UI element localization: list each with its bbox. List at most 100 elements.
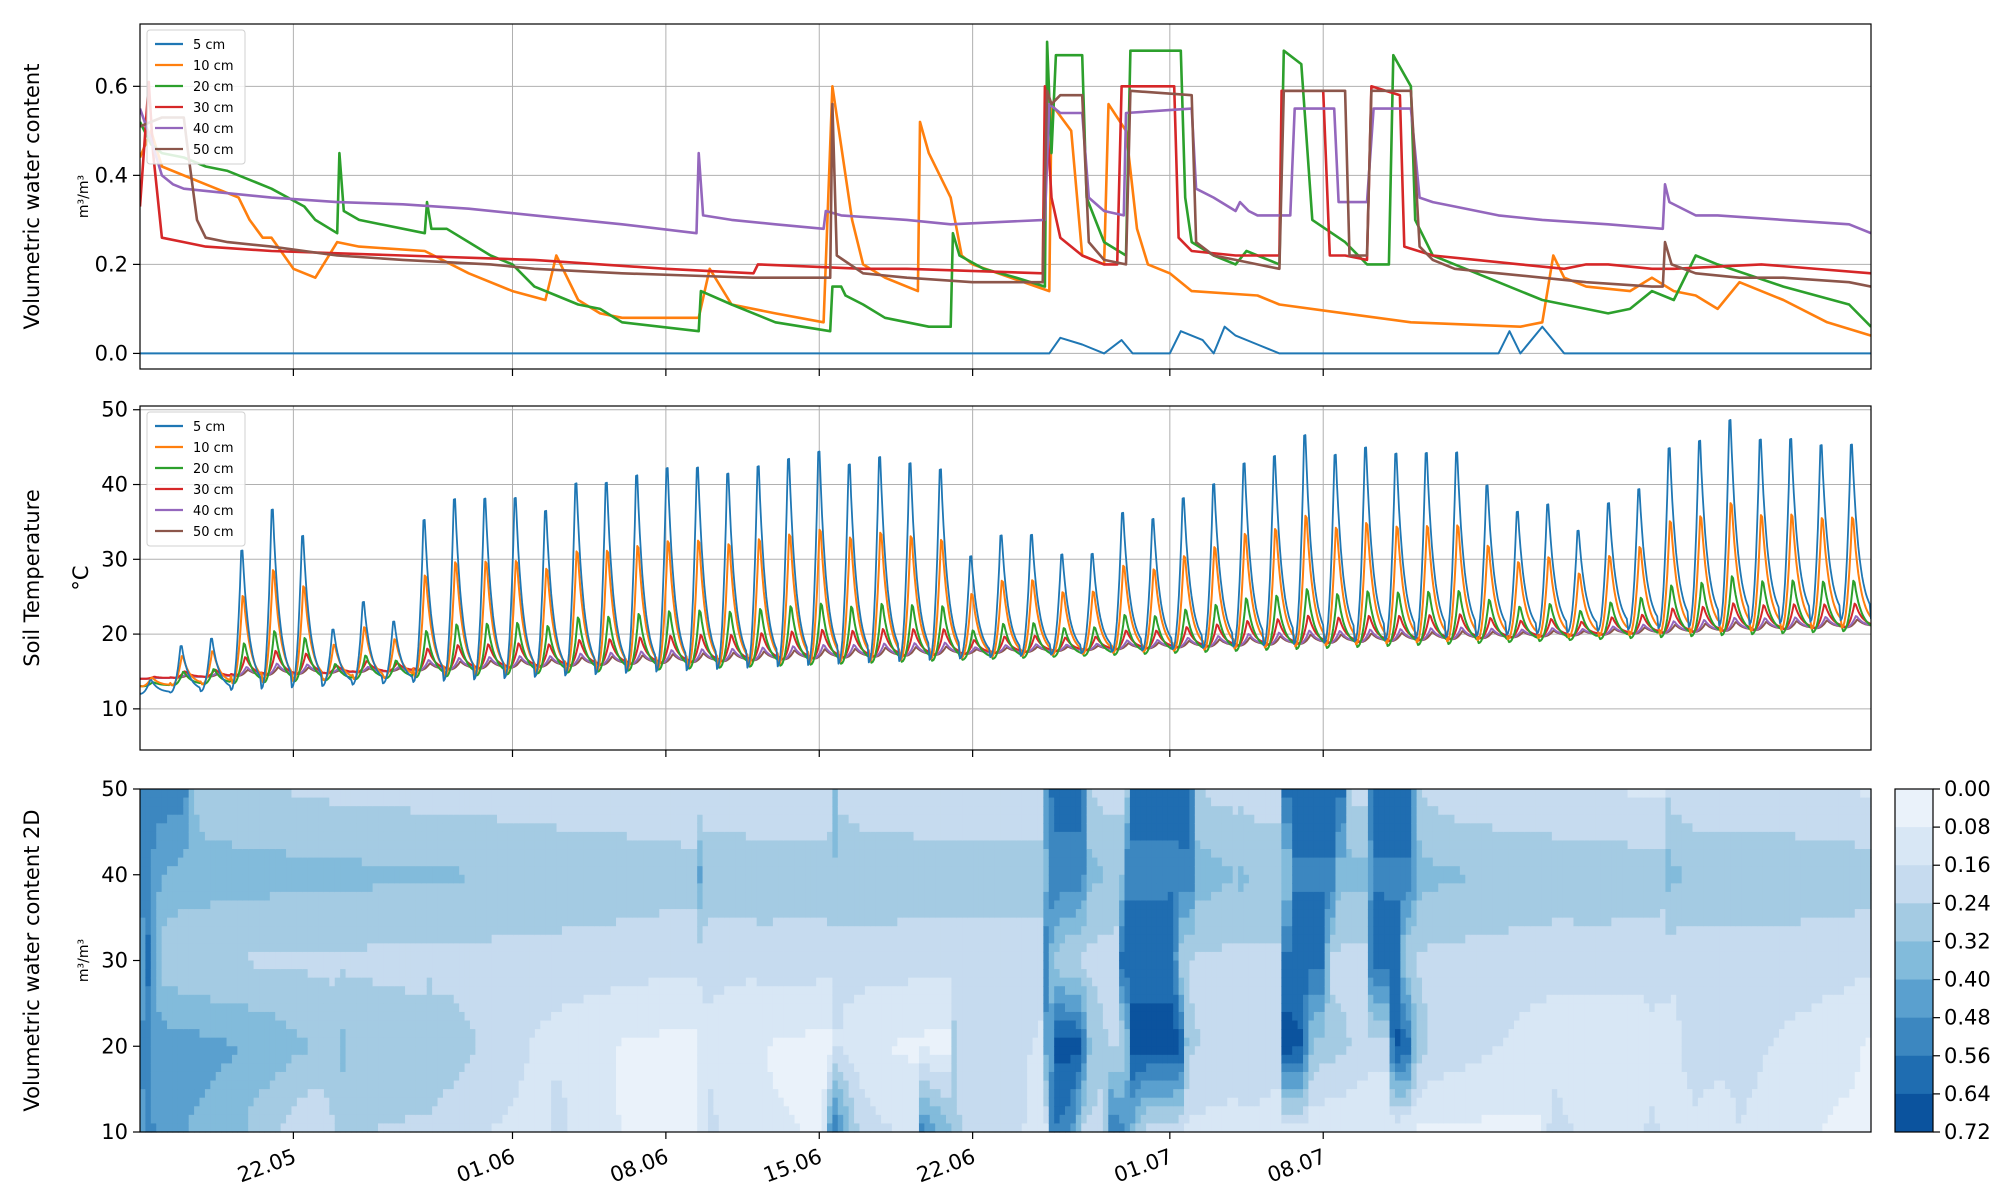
heatmap-cell	[178, 875, 184, 884]
heatmap-cell	[459, 840, 465, 849]
heatmap-cell	[557, 978, 563, 987]
heatmap-cell	[643, 978, 649, 987]
heatmap-cell	[227, 952, 233, 961]
heatmap-cell	[497, 909, 503, 918]
heatmap-cell	[335, 806, 341, 815]
heatmap-cell	[340, 866, 346, 875]
heatmap-cell	[259, 815, 265, 824]
heatmap-cell	[594, 1089, 600, 1098]
heatmap-cell	[740, 952, 746, 961]
heatmap-cell	[421, 1072, 427, 1081]
heatmap-cell	[151, 961, 157, 970]
heatmap-cell	[578, 789, 584, 798]
heatmap-cell	[659, 1055, 665, 1064]
heatmap-cell	[373, 1098, 379, 1107]
heatmap-cell	[594, 1098, 600, 1107]
heatmap-cell	[654, 935, 660, 944]
heatmap-cell	[740, 986, 746, 995]
heatmap-cell	[156, 1098, 162, 1107]
heatmap-cell	[178, 1072, 184, 1081]
heatmap-cell	[270, 875, 276, 884]
heatmap-cell	[670, 900, 676, 909]
heatmap-cell	[643, 1012, 649, 1021]
heatmap-cell	[291, 892, 297, 901]
heatmap-cell	[416, 935, 422, 944]
heatmap-cell	[546, 1046, 552, 1055]
heatmap-cell	[524, 1038, 530, 1047]
heatmap-cell	[367, 832, 373, 841]
heatmap-cell	[605, 858, 611, 867]
heatmap-cell	[189, 1072, 195, 1081]
heatmap-cell	[800, 806, 806, 815]
heatmap-cell	[670, 789, 676, 798]
heatmap-cell	[562, 806, 568, 815]
heatmap-cell	[751, 1029, 757, 1038]
heatmap-cell	[784, 909, 790, 918]
heatmap-cell	[600, 1089, 606, 1098]
heatmap-cell	[227, 900, 233, 909]
heatmap-cell	[648, 909, 654, 918]
heatmap-cell	[243, 978, 249, 987]
heatmap-cell	[405, 815, 411, 824]
heatmap-cell	[313, 1123, 319, 1132]
heatmap-cell	[584, 1098, 590, 1107]
heatmap-cell	[200, 1106, 206, 1115]
heatmap-cell	[686, 978, 692, 987]
heatmap-cell	[151, 1012, 157, 1021]
heatmap-cell	[335, 798, 341, 807]
heatmap-cell	[773, 875, 779, 884]
heatmap-cell	[221, 978, 227, 987]
heatmap-cell	[162, 883, 168, 892]
heatmap-cell	[324, 1055, 330, 1064]
heatmap-cell	[421, 1038, 427, 1047]
heatmap-cell	[486, 1003, 492, 1012]
heatmap-cell	[470, 823, 476, 832]
heatmap-cell	[665, 1012, 671, 1021]
heatmap-cell	[724, 1072, 730, 1081]
heatmap-cell	[535, 840, 541, 849]
heatmap-cell	[200, 832, 206, 841]
heatmap-cell	[183, 789, 189, 798]
heatmap-cell	[189, 1123, 195, 1132]
heatmap-cell	[703, 969, 709, 978]
heatmap-cell	[151, 875, 157, 884]
heatmap-cell	[356, 798, 362, 807]
heatmap-cell	[324, 789, 330, 798]
heatmap-cell	[356, 883, 362, 892]
heatmap-cell	[416, 849, 422, 858]
heatmap-cell	[432, 1081, 438, 1090]
heatmap-cell	[703, 943, 709, 952]
heatmap-cell	[757, 875, 763, 884]
heatmap-cell	[767, 1029, 773, 1038]
heatmap-cell	[227, 1055, 233, 1064]
heatmap-cell	[681, 952, 687, 961]
heatmap-cell	[546, 840, 552, 849]
heatmap-cell	[351, 866, 357, 875]
heatmap-cell	[551, 995, 557, 1004]
heatmap-cell	[589, 961, 595, 970]
heatmap-cell	[140, 1106, 146, 1115]
heatmap-cell	[481, 969, 487, 978]
heatmap-cell	[291, 926, 297, 935]
heatmap-cell	[427, 1003, 433, 1012]
heatmap-cell	[573, 1038, 579, 1047]
heatmap-cell	[540, 1038, 546, 1047]
heatmap-cell	[584, 995, 590, 1004]
heatmap-cell	[205, 1081, 211, 1090]
heatmap-cell	[621, 840, 627, 849]
heatmap-cell	[351, 832, 357, 841]
heatmap-cell	[145, 909, 151, 918]
heatmap-cell	[567, 789, 573, 798]
heatmap-cell	[589, 918, 595, 927]
heatmap-cell	[227, 892, 233, 901]
heatmap-cell	[443, 1072, 449, 1081]
heatmap-cell	[676, 798, 682, 807]
heatmap-cell	[562, 952, 568, 961]
heatmap-cell	[648, 1098, 654, 1107]
heatmap-cell	[676, 1106, 682, 1115]
heatmap-cell	[692, 943, 698, 952]
heatmap-cell	[584, 1123, 590, 1132]
heatmap-cell	[264, 823, 270, 832]
heatmap-cell	[524, 1021, 530, 1030]
heatmap-cell	[275, 832, 281, 841]
